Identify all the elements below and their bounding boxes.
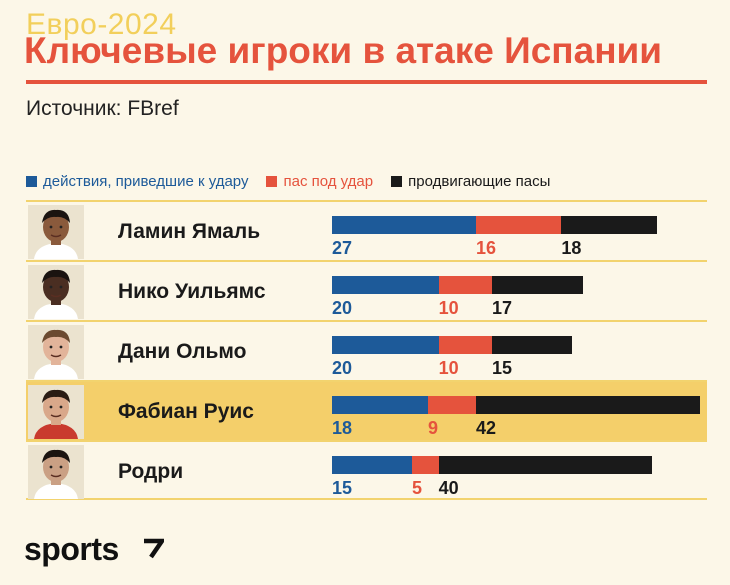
legend-swatch <box>266 176 278 187</box>
legend-item: пас под удар <box>266 173 373 190</box>
data-label: 15 <box>492 358 513 378</box>
player-name: Дани Ольмо <box>118 340 247 363</box>
bar-segment <box>332 336 439 354</box>
player-name: Фабиан Руис <box>118 400 254 423</box>
data-label: 27 <box>332 238 353 258</box>
player-photo-icon <box>28 445 84 499</box>
legend-label: пас под удар <box>283 173 374 190</box>
stacked-bar: 15 5 40 <box>332 442 706 502</box>
stacked-bar: 20 10 15 <box>332 322 706 382</box>
player-row: Фабиан Руис 18 9 42 <box>26 380 707 440</box>
bar-segment <box>412 456 439 474</box>
chart-kicker: Евро-2024 <box>26 8 177 41</box>
legend-item: продвигающие пасы <box>391 173 550 190</box>
legend-item: действия, приведшие к удару <box>26 173 248 190</box>
legend-swatch <box>391 176 403 187</box>
player-name: Родри <box>118 460 184 483</box>
player-photo-icon <box>28 385 84 439</box>
bar-segment <box>438 336 492 354</box>
player-row: Нико Уильямс 20 10 17 <box>26 260 707 320</box>
data-label: 15 <box>332 478 353 498</box>
player-photo-icon <box>28 325 84 379</box>
title-divider <box>26 80 707 84</box>
sports-logo-mark-icon <box>144 538 164 559</box>
bar-segment <box>438 276 492 294</box>
bar-segment <box>332 456 412 474</box>
data-label: 20 <box>332 358 353 378</box>
bar-segment <box>428 396 476 414</box>
player-row: Дани Ольмо 20 10 15 <box>26 320 707 380</box>
player-photo-icon <box>28 265 84 319</box>
bar-segment <box>332 216 476 234</box>
data-label: 40 <box>438 478 459 498</box>
source-note: Источник: FBref <box>26 97 179 120</box>
data-label: 16 <box>476 238 497 258</box>
data-label: 18 <box>332 418 353 438</box>
data-label: 42 <box>476 418 497 438</box>
bar-segment <box>476 216 562 234</box>
player-name: Ламин Ямаль <box>118 220 261 243</box>
legend-label: продвигающие пасы <box>408 173 551 190</box>
data-label: 17 <box>492 298 513 318</box>
data-label: 10 <box>438 358 459 378</box>
legend-swatch <box>26 176 37 187</box>
bar-segment <box>492 336 572 354</box>
stacked-bar: 20 10 17 <box>332 262 706 322</box>
player-row: Родри 15 5 40 <box>26 440 707 500</box>
chart-title: Ключевые игроки в атаке Испании <box>24 30 663 71</box>
data-label: 9 <box>428 418 439 438</box>
bar-segment <box>476 396 700 414</box>
player-name: Нико Уильямс <box>118 280 266 303</box>
stacked-bar: 18 9 42 <box>332 382 706 442</box>
stacked-bar: 27 16 18 <box>332 202 706 262</box>
data-label: 20 <box>332 298 353 318</box>
sports-logo: sports <box>24 531 119 567</box>
player-photo-icon <box>28 205 84 259</box>
legend-label: действия, приведшие к удару <box>43 173 249 190</box>
bar-segment <box>561 216 658 234</box>
player-row: Ламин Ямаль 27 16 18 <box>26 200 707 260</box>
data-label: 10 <box>438 298 459 318</box>
bar-segment <box>332 396 428 414</box>
bar-segment <box>332 276 439 294</box>
data-label: 18 <box>561 238 582 258</box>
bar-segment <box>438 456 652 474</box>
bar-segment <box>492 276 583 294</box>
legend: действия, приведшие к удару пас под удар п… <box>26 173 568 190</box>
data-label: 5 <box>412 478 423 498</box>
player-rows: Ламин Ямаль 27 16 18 Нико Уильямс 20 10 17 Дани … <box>26 200 707 500</box>
